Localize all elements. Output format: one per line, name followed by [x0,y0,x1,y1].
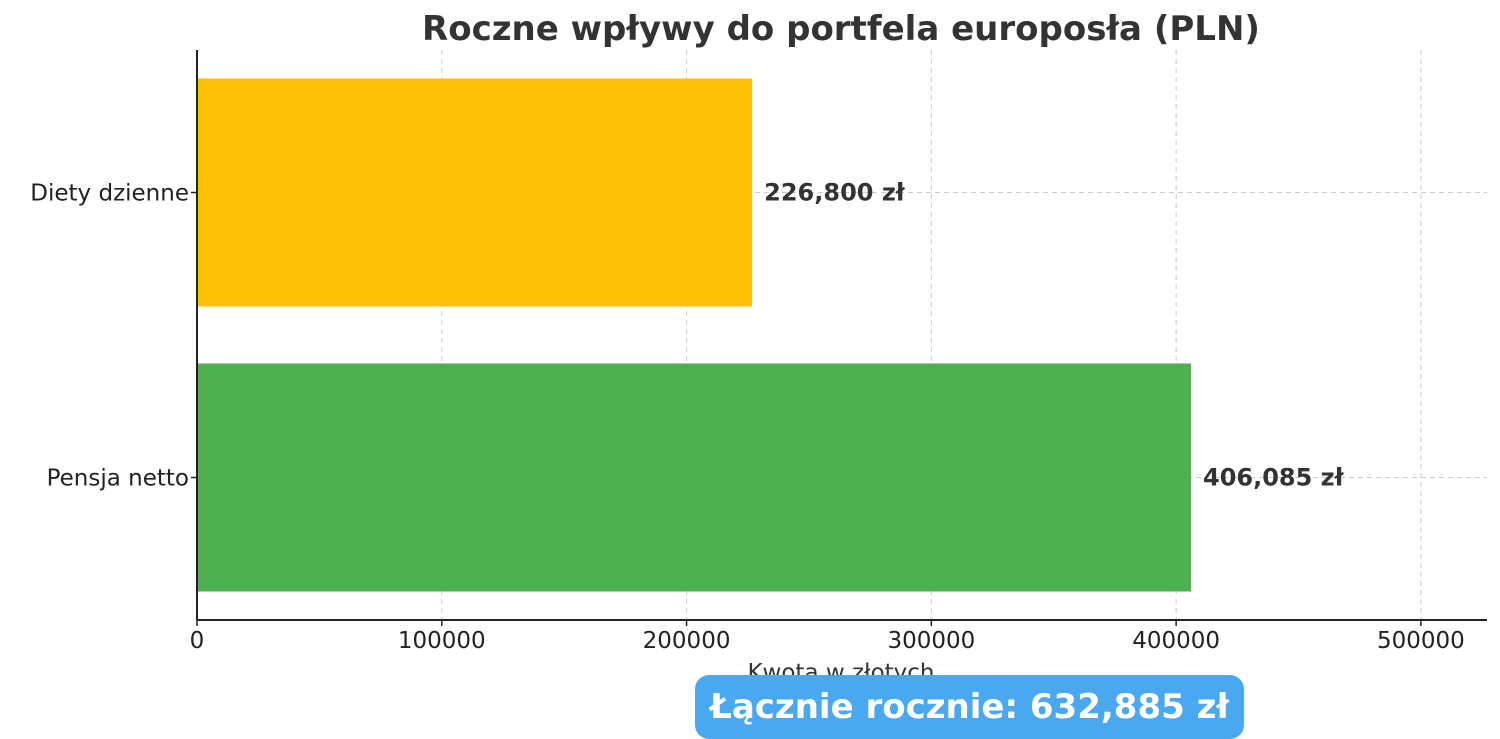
bar [197,363,1192,592]
chart-title: Roczne wpływy do portfela europosła (PLN… [422,9,1260,49]
y-tick-label: Pensja netto [47,466,189,492]
y-axis-ticks: Diety dzienne Pensja netto [30,181,197,492]
axes [196,50,1487,621]
x-tick-label: 500000 [1377,628,1465,654]
x-tick-label: 300000 [887,628,975,654]
x-tick-label: 0 [190,628,205,654]
x-tick-label: 400000 [1132,628,1220,654]
total-annual-badge: Łącznie rocznie: 632,885 zł [695,675,1244,739]
x-tick-label: 100000 [398,628,486,654]
value-label: 406,085 zł [1203,464,1345,492]
value-labels: 226,800 zł 406,085 zł [764,179,1344,492]
y-tick-label: Diety dzienne [30,181,189,207]
x-tick-label: 200000 [643,628,731,654]
bars [197,78,1192,592]
x-axis-ticks: 0 100000 200000 300000 400000 500000 [190,620,1465,654]
value-label: 226,800 zł [764,179,906,207]
bar [197,78,753,307]
